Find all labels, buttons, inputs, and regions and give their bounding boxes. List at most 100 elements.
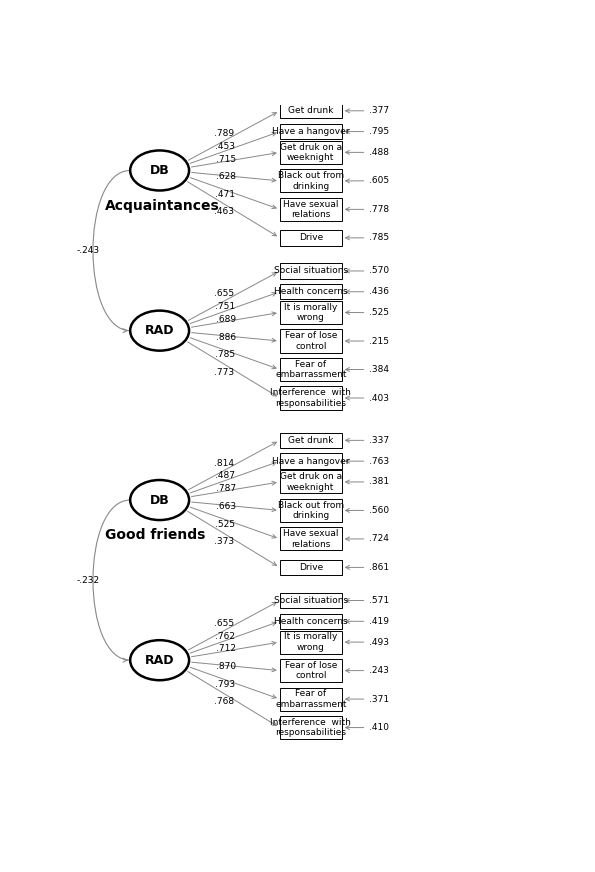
Text: .337: .337 xyxy=(369,436,389,445)
Text: Fear of lose
control: Fear of lose control xyxy=(284,331,337,351)
Text: Social situations: Social situations xyxy=(274,596,348,605)
Text: -.243: -.243 xyxy=(77,246,100,255)
Text: Get drunk: Get drunk xyxy=(288,106,333,115)
Text: .655: .655 xyxy=(214,619,234,628)
Text: Fear of
embarrassment: Fear of embarrassment xyxy=(275,360,346,379)
Text: .410: .410 xyxy=(369,723,389,732)
Text: DB: DB xyxy=(150,164,170,177)
FancyBboxPatch shape xyxy=(280,499,342,522)
Text: Have a hangover: Have a hangover xyxy=(272,457,349,466)
Text: .403: .403 xyxy=(369,393,389,403)
Ellipse shape xyxy=(130,310,189,351)
Text: .628: .628 xyxy=(216,173,236,181)
Text: .384: .384 xyxy=(369,365,389,374)
Text: .814: .814 xyxy=(214,459,234,467)
Text: Have sexual
relations: Have sexual relations xyxy=(283,200,339,219)
Text: Fear of lose
control: Fear of lose control xyxy=(284,661,337,680)
FancyBboxPatch shape xyxy=(280,453,342,469)
FancyBboxPatch shape xyxy=(280,593,342,609)
FancyBboxPatch shape xyxy=(280,528,342,550)
Text: .487: .487 xyxy=(215,472,235,480)
Text: .243: .243 xyxy=(369,666,389,675)
Text: .789: .789 xyxy=(214,129,234,138)
FancyBboxPatch shape xyxy=(280,560,342,576)
FancyBboxPatch shape xyxy=(280,659,342,682)
Text: Get druk on a
weeknight: Get druk on a weeknight xyxy=(280,473,342,492)
Text: Acquaintances: Acquaintances xyxy=(105,199,220,213)
Text: .751: .751 xyxy=(215,302,235,311)
FancyBboxPatch shape xyxy=(280,614,342,629)
Text: .419: .419 xyxy=(369,617,389,626)
FancyBboxPatch shape xyxy=(280,169,342,193)
Text: Interference  with
responsabilities: Interference with responsabilities xyxy=(270,718,351,737)
Text: .377: .377 xyxy=(369,106,389,115)
Text: .787: .787 xyxy=(215,484,236,494)
Text: DB: DB xyxy=(150,494,170,507)
Text: .493: .493 xyxy=(369,637,389,647)
Text: Social situations: Social situations xyxy=(274,267,348,276)
Text: .870: .870 xyxy=(215,662,236,671)
FancyBboxPatch shape xyxy=(280,230,342,246)
Text: .655: .655 xyxy=(214,290,234,298)
Text: Fear of
embarrassment: Fear of embarrassment xyxy=(275,690,346,709)
Text: Health concerns: Health concerns xyxy=(274,287,347,296)
Text: .724: .724 xyxy=(369,535,389,543)
Text: .793: .793 xyxy=(215,680,235,689)
FancyBboxPatch shape xyxy=(280,433,342,448)
Text: .215: .215 xyxy=(369,337,389,345)
FancyBboxPatch shape xyxy=(280,124,342,140)
Text: .861: .861 xyxy=(369,563,389,572)
Text: .689: .689 xyxy=(215,315,236,324)
Text: .381: .381 xyxy=(369,478,389,487)
Text: .785: .785 xyxy=(369,234,389,242)
Text: .763: .763 xyxy=(369,457,389,466)
FancyBboxPatch shape xyxy=(280,284,342,299)
Text: It is morally
wrong: It is morally wrong xyxy=(284,632,337,651)
Text: .525: .525 xyxy=(215,520,235,528)
Ellipse shape xyxy=(130,640,189,680)
Text: .605: .605 xyxy=(369,176,389,186)
Text: Get drunk: Get drunk xyxy=(288,436,333,445)
FancyBboxPatch shape xyxy=(280,630,342,654)
Text: .525: .525 xyxy=(369,308,389,317)
FancyBboxPatch shape xyxy=(280,716,342,739)
FancyBboxPatch shape xyxy=(280,301,342,324)
Text: .778: .778 xyxy=(369,205,389,214)
FancyBboxPatch shape xyxy=(280,198,342,221)
Text: .712: .712 xyxy=(216,644,236,653)
Text: .436: .436 xyxy=(369,287,389,296)
FancyBboxPatch shape xyxy=(280,386,342,410)
Text: Health concerns: Health concerns xyxy=(274,617,347,626)
Ellipse shape xyxy=(130,151,189,190)
Text: .571: .571 xyxy=(369,596,389,605)
FancyBboxPatch shape xyxy=(280,358,342,381)
Text: It is morally
wrong: It is morally wrong xyxy=(284,303,337,323)
Text: Have a hangover: Have a hangover xyxy=(272,127,349,136)
Text: .373: .373 xyxy=(214,537,234,546)
Text: .663: .663 xyxy=(215,502,236,511)
Text: Good friends: Good friends xyxy=(105,528,206,542)
Text: .471: .471 xyxy=(215,190,235,199)
Text: Drive: Drive xyxy=(299,234,323,242)
Text: .773: .773 xyxy=(214,368,234,377)
Text: .762: .762 xyxy=(215,631,235,641)
Text: .570: .570 xyxy=(369,267,389,276)
Text: -.232: -.232 xyxy=(77,576,100,584)
Text: .453: .453 xyxy=(215,142,235,151)
FancyBboxPatch shape xyxy=(280,470,342,494)
FancyBboxPatch shape xyxy=(280,263,342,279)
Ellipse shape xyxy=(130,480,189,520)
Text: .795: .795 xyxy=(369,127,389,136)
Text: .715: .715 xyxy=(215,154,236,164)
Text: Black out from
drinking: Black out from drinking xyxy=(278,171,344,191)
FancyBboxPatch shape xyxy=(280,103,342,119)
FancyBboxPatch shape xyxy=(280,687,342,711)
Text: Black out from
drinking: Black out from drinking xyxy=(278,501,344,520)
Text: .488: .488 xyxy=(369,148,389,157)
Text: Drive: Drive xyxy=(299,563,323,572)
Text: .785: .785 xyxy=(215,351,235,359)
Text: Get druk on a
weeknight: Get druk on a weeknight xyxy=(280,143,342,162)
Text: Have sexual
relations: Have sexual relations xyxy=(283,529,339,548)
FancyBboxPatch shape xyxy=(280,141,342,164)
Text: RAD: RAD xyxy=(145,654,174,667)
